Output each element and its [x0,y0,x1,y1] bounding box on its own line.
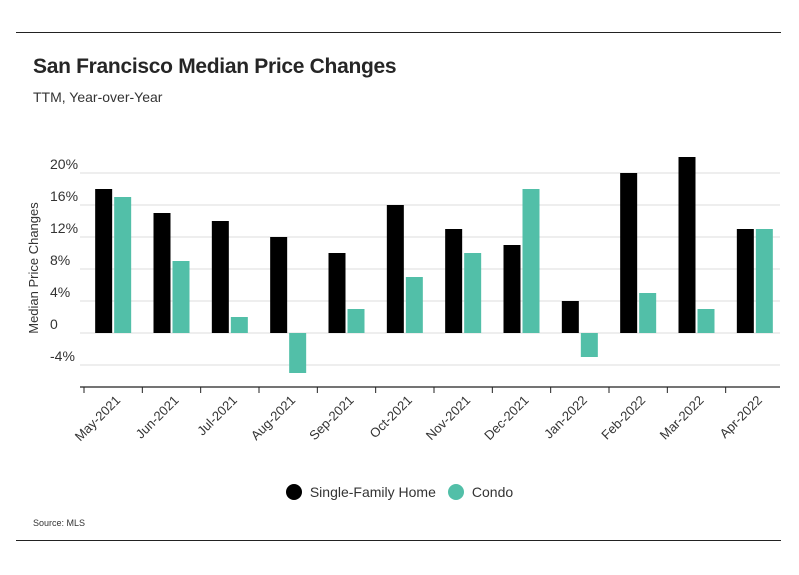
legend-item-single-family: Single-Family Home [285,484,436,500]
x-tick-label: Mar-2022 [657,393,707,443]
legend-swatch-condo [447,484,464,500]
y-tick-label: -4% [50,348,75,364]
bar-single-family [386,205,404,333]
bar-condo [230,317,248,333]
y-tick-label: 12% [50,220,78,236]
bar-single-family [736,229,754,333]
bar-condo [697,309,715,333]
y-tick-label: 0 [50,316,58,332]
bar-condo [755,229,773,333]
bar-single-family [620,173,638,333]
bar-condo [289,333,307,373]
bar-single-family [153,213,171,333]
bottom-rule [16,540,781,541]
bar-condo [639,293,657,333]
chart-legend: Single-Family Home Condo [0,484,799,500]
source-note: Source: MLS [33,518,86,528]
y-tick-label: 8% [50,252,70,268]
bar-condo [580,333,598,357]
bar-single-family [328,253,346,333]
chart-title: San Francisco Median Price Changes [33,55,397,78]
bar-condo [172,261,190,333]
y-tick-label: 16% [50,188,78,204]
x-tick-label: Nov-2021 [423,393,473,443]
x-tick-label: Aug-2021 [248,393,298,443]
y-tick-label: 20% [50,156,78,172]
y-axis-title: Median Price Changes [26,202,41,334]
top-rule [16,32,781,33]
x-tick-label: Apr-2022 [717,393,765,441]
bar-single-family [678,157,696,333]
y-tick-label: 4% [50,284,70,300]
bar-single-family [270,237,288,333]
legend-swatch-single-family [285,484,302,500]
bar-condo [114,197,132,333]
bar-single-family [95,189,113,333]
legend-label-condo: Condo [471,484,514,500]
chart-subtitle: TTM, Year-over-Year [33,89,163,105]
x-tick-label: Feb-2022 [598,393,648,443]
legend-label-single-family: Single-Family Home [309,484,436,500]
bar-condo [522,189,540,333]
x-tick-label: Oct-2021 [367,393,415,441]
bar-condo [464,253,482,333]
bar-single-family [561,301,579,333]
x-tick-label: Sep-2021 [306,393,356,443]
x-tick-label: Jan-2022 [541,393,590,442]
x-tick-label: Jul-2021 [194,393,240,439]
bar-single-family [211,221,229,333]
x-tick-label: Dec-2021 [481,393,531,443]
bar-single-family [445,229,463,333]
x-tick-label: May-2021 [72,393,123,444]
x-tick-label: Jun-2021 [133,393,182,442]
bar-single-family [503,245,521,333]
bar-condo [347,309,365,333]
legend-item-condo: Condo [447,484,514,500]
bar-condo [405,277,423,333]
